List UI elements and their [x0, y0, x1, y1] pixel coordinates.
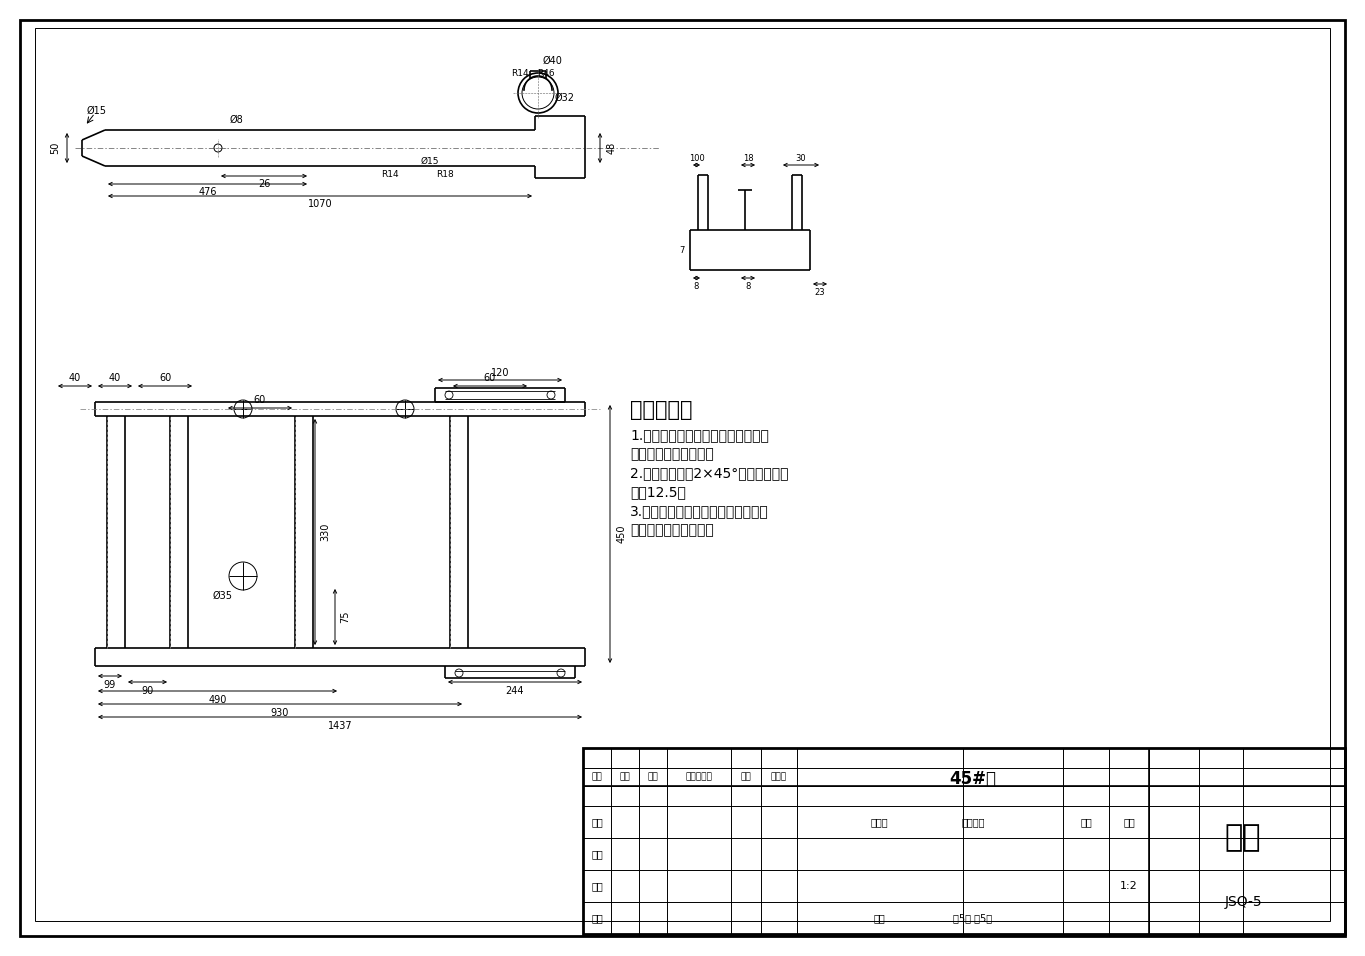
- Text: 签名: 签名: [741, 772, 751, 781]
- Text: 26: 26: [258, 179, 270, 189]
- Text: 60: 60: [254, 395, 266, 405]
- Text: 制图: 制图: [591, 849, 603, 859]
- Text: 7: 7: [680, 246, 685, 254]
- Text: 930: 930: [270, 708, 289, 718]
- Text: 标准化: 标准化: [871, 817, 887, 827]
- Text: 40: 40: [68, 373, 81, 383]
- Text: R18: R18: [437, 169, 455, 179]
- Text: 450: 450: [617, 525, 627, 543]
- Text: JSQ-5: JSQ-5: [1224, 895, 1261, 909]
- Text: Ø35: Ø35: [213, 591, 233, 601]
- Text: 共5张 第5张: 共5张 第5张: [953, 913, 992, 923]
- Text: 分区: 分区: [647, 772, 658, 781]
- Text: 50: 50: [51, 141, 60, 154]
- Text: 年月日: 年月日: [771, 772, 788, 781]
- Text: 技术要求：: 技术要求：: [631, 400, 692, 420]
- Text: 30: 30: [796, 154, 807, 163]
- Text: 进行表面的防锈处理。: 进行表面的防锈处理。: [631, 523, 714, 537]
- Text: 工艺: 工艺: [591, 913, 603, 923]
- Text: R46: R46: [538, 69, 554, 77]
- Bar: [583, 748, 1345, 934]
- Text: 90: 90: [142, 686, 154, 696]
- Text: 比例: 比例: [1123, 817, 1134, 827]
- Text: Ø15: Ø15: [420, 157, 440, 165]
- Text: 1070: 1070: [307, 199, 332, 209]
- Text: 1:2: 1:2: [1121, 881, 1138, 891]
- Text: 处数: 处数: [620, 772, 631, 781]
- Text: 设计: 设计: [591, 817, 603, 827]
- Text: R14: R14: [511, 69, 528, 77]
- Text: Ø32: Ø32: [556, 93, 575, 103]
- Text: Ø8: Ø8: [229, 115, 243, 125]
- Text: 2.未注明倒角为2×45°，其表面粗糙: 2.未注明倒角为2×45°，其表面粗糙: [631, 466, 789, 480]
- Text: R14: R14: [381, 169, 399, 179]
- Text: 476: 476: [198, 187, 217, 197]
- Text: 23: 23: [815, 288, 826, 296]
- Text: 330: 330: [319, 523, 330, 541]
- Text: 18: 18: [743, 154, 753, 163]
- Text: 标记: 标记: [591, 772, 602, 781]
- Text: 1.此支架为焊接结构，焊缝表面不得: 1.此支架为焊接结构，焊缝表面不得: [631, 428, 768, 442]
- Text: 490: 490: [209, 695, 227, 705]
- Text: 阶段标记: 阶段标记: [961, 817, 984, 827]
- Text: 8: 8: [745, 281, 751, 291]
- Text: 重量: 重量: [1080, 817, 1092, 827]
- Text: 8: 8: [693, 281, 699, 291]
- Text: 3.在经过表面处理后，清洗干净，要: 3.在经过表面处理后，清洗干净，要: [631, 504, 768, 518]
- Text: 48: 48: [607, 141, 617, 154]
- Text: 100: 100: [688, 154, 704, 163]
- Text: 75: 75: [340, 611, 349, 623]
- Text: 批准: 批准: [874, 913, 885, 923]
- Text: 审核: 审核: [591, 881, 603, 891]
- Text: 244: 244: [506, 686, 524, 696]
- Text: 60: 60: [483, 373, 495, 383]
- Text: 40: 40: [109, 373, 121, 383]
- Text: 99: 99: [104, 680, 116, 690]
- Text: 基架: 基架: [1224, 823, 1261, 853]
- Text: 45#钢: 45#钢: [950, 770, 996, 788]
- Text: 60: 60: [158, 373, 171, 383]
- Text: 有裂纹，焊瘤等缺陷；: 有裂纹，焊瘤等缺陷；: [631, 447, 714, 461]
- Text: Ø15: Ø15: [87, 106, 106, 116]
- Text: Ø40: Ø40: [543, 56, 562, 66]
- Text: 1437: 1437: [328, 721, 352, 731]
- Text: 度为12.5；: 度为12.5；: [631, 485, 685, 499]
- Text: 更改文件号: 更改文件号: [685, 772, 713, 781]
- Text: 120: 120: [491, 368, 509, 378]
